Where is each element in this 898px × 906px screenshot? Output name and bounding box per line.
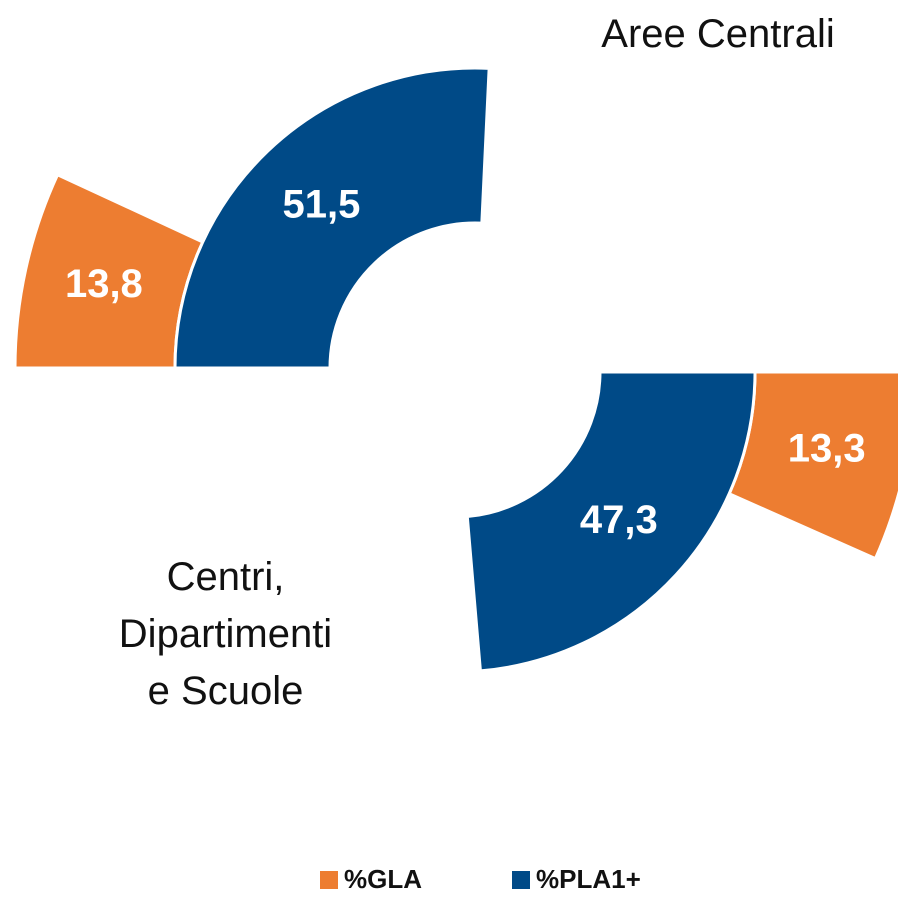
data-label: 47,3 <box>580 498 658 542</box>
group-title: Aree Centrali <box>601 12 835 56</box>
donut-segment <box>465 370 757 673</box>
legend-label: %PLA1+ <box>536 864 641 894</box>
legend-swatch <box>512 871 530 889</box>
legend-label: %GLA <box>344 864 422 894</box>
donut-segment <box>173 66 491 370</box>
group-title: Centri, Dipartimenti e Scuole <box>118 555 333 713</box>
data-label: 13,3 <box>788 426 866 470</box>
data-label: 13,8 <box>65 262 143 306</box>
legend-swatch <box>320 871 338 889</box>
data-label: 51,5 <box>282 183 360 227</box>
